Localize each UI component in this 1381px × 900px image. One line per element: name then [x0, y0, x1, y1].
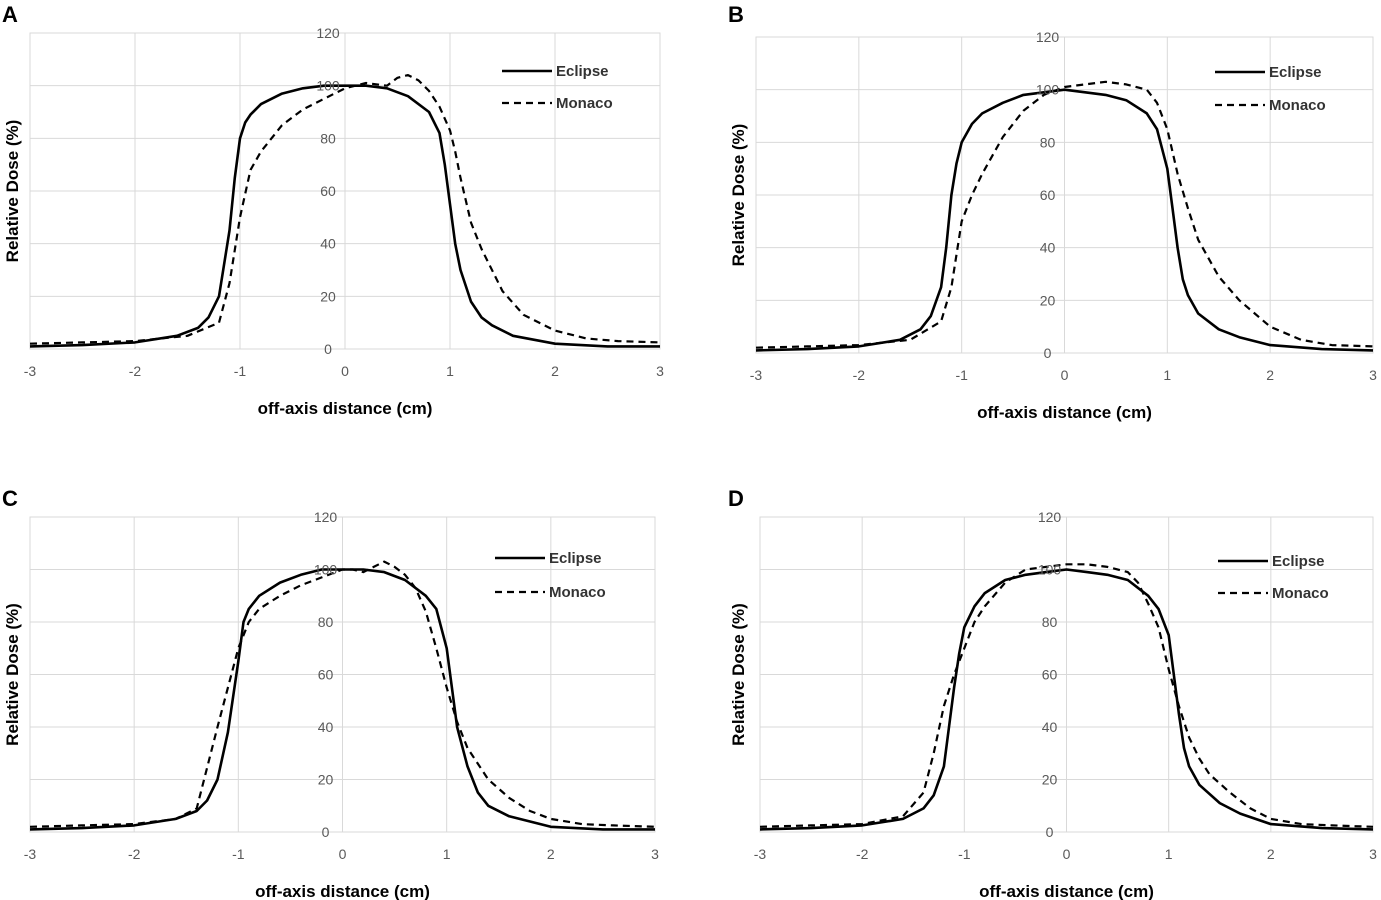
y-tick-label: 120 — [316, 25, 340, 41]
y-tick-label: 100 — [1036, 82, 1060, 98]
series-line-monaco — [29, 73, 661, 345]
x-tick-label: 3 — [651, 846, 659, 862]
x-tick-label: -2 — [856, 846, 869, 862]
x-tick-label: 1 — [1165, 846, 1173, 862]
legend-label-monaco: Monaco — [1269, 97, 1326, 114]
legend: Eclipse Monaco — [495, 550, 606, 601]
x-tick-label: 2 — [551, 363, 559, 379]
legend-label-eclipse: Eclipse — [1272, 553, 1325, 570]
legend: Eclipse Monaco — [1218, 553, 1329, 602]
x-tick-label: 0 — [1061, 367, 1069, 383]
y-tick-label: 20 — [318, 772, 334, 788]
y-tick-label: 100 — [1038, 562, 1062, 578]
y-tick-label: 100 — [316, 78, 340, 94]
legend: Eclipse Monaco — [502, 63, 613, 112]
chart-panel-a: 0 20 40 60 80 100 120 -3 -2 -1 0 1 2 3 off-axis distan… — [2, 2, 664, 418]
series-line-eclipse — [755, 88, 1374, 352]
x-tick-label: 3 — [656, 363, 664, 379]
x-axis-title: off-axis distance (cm) — [977, 403, 1152, 422]
panel-letter: A — [2, 2, 18, 27]
x-tick-label: 0 — [1063, 846, 1071, 862]
chart-panel-d: 0 20 40 60 80 100 120 -3 -2 -1 0 1 2 3 off-axis distan… — [728, 486, 1377, 900]
x-tick-label: -1 — [234, 363, 247, 379]
x-tick-label: -2 — [128, 846, 141, 862]
x-tick-label: 0 — [341, 363, 349, 379]
series-line-monaco — [29, 560, 656, 828]
y-tick-label: 80 — [1042, 614, 1058, 630]
x-tick-label: -1 — [955, 367, 968, 383]
series-line-monaco — [755, 80, 1374, 349]
x-tick-label: -3 — [750, 367, 763, 383]
y-tick-label: 60 — [318, 667, 334, 683]
y-tick-label: 80 — [320, 130, 336, 146]
y-tick-label: 40 — [1040, 240, 1056, 256]
x-tick-label: -1 — [958, 846, 971, 862]
chart-panel-c: 0 20 40 60 80 100 120 -3 -2 -1 0 1 2 3 off-axis distan… — [2, 486, 659, 900]
y-tick-label: 60 — [1040, 187, 1056, 203]
x-axis-title: off-axis distance (cm) — [258, 399, 433, 418]
x-tick-label: 0 — [339, 846, 347, 862]
series-line-monaco — [759, 563, 1374, 828]
y-tick-label: 80 — [1040, 134, 1056, 150]
x-tick-label: -3 — [24, 846, 37, 862]
x-tick-label: -2 — [129, 363, 142, 379]
x-tick-label: 1 — [446, 363, 454, 379]
y-tick-label: 120 — [1038, 509, 1062, 525]
y-axis-title: Relative Dose (%) — [729, 603, 748, 746]
x-tick-label: 1 — [1163, 367, 1171, 383]
x-tick-label: -2 — [853, 367, 866, 383]
x-tick-label: 2 — [1266, 367, 1274, 383]
y-tick-label: 20 — [320, 288, 336, 304]
y-tick-label: 60 — [1042, 667, 1058, 683]
y-tick-label: 20 — [1040, 292, 1056, 308]
x-tick-label: -3 — [24, 363, 37, 379]
x-axis-title: off-axis distance (cm) — [255, 882, 430, 900]
y-tick-label: 80 — [318, 614, 334, 630]
series-line-eclipse — [29, 84, 660, 348]
x-axis-title: off-axis distance (cm) — [979, 882, 1154, 900]
legend-label-eclipse: Eclipse — [1269, 64, 1322, 81]
y-tick-label: 0 — [1046, 824, 1054, 840]
x-tick-label: 1 — [443, 846, 451, 862]
legend-label-monaco: Monaco — [1272, 585, 1329, 602]
chart-panel-b: 0 20 40 60 80 100 120 -3 -2 -1 0 1 2 3 off-axis distan… — [728, 2, 1377, 422]
y-tick-label: 40 — [318, 719, 334, 735]
y-tick-label: 0 — [1044, 345, 1052, 361]
series-line-eclipse — [759, 568, 1374, 831]
y-tick-label: 20 — [1042, 772, 1058, 788]
x-tick-label: 3 — [1369, 846, 1377, 862]
legend: Eclipse Monaco — [1215, 64, 1326, 114]
y-tick-label: 40 — [1042, 719, 1058, 735]
y-tick-label: 60 — [320, 183, 336, 199]
y-tick-label: 100 — [314, 562, 338, 578]
x-tick-label: -1 — [232, 846, 245, 862]
x-tick-label: 2 — [547, 846, 555, 862]
x-tick-label: 2 — [1267, 846, 1275, 862]
panel-letter: B — [728, 2, 744, 27]
y-axis-title: Relative Dose (%) — [3, 120, 22, 263]
panel-letter: C — [2, 486, 18, 511]
legend-label-eclipse: Eclipse — [556, 63, 609, 80]
legend-label-monaco: Monaco — [549, 584, 606, 601]
y-tick-label: 40 — [320, 236, 336, 252]
y-tick-label: 120 — [314, 509, 338, 525]
legend-label-monaco: Monaco — [556, 95, 613, 112]
panel-letter: D — [728, 486, 744, 511]
y-axis-title: Relative Dose (%) — [3, 603, 22, 746]
x-tick-label: 3 — [1369, 367, 1377, 383]
y-axis-title: Relative Dose (%) — [729, 124, 748, 267]
y-tick-label: 0 — [324, 341, 332, 357]
legend-label-eclipse: Eclipse — [549, 550, 602, 567]
x-tick-label: -3 — [754, 846, 767, 862]
y-tick-label: 0 — [322, 824, 330, 840]
y-tick-label: 120 — [1036, 29, 1060, 45]
